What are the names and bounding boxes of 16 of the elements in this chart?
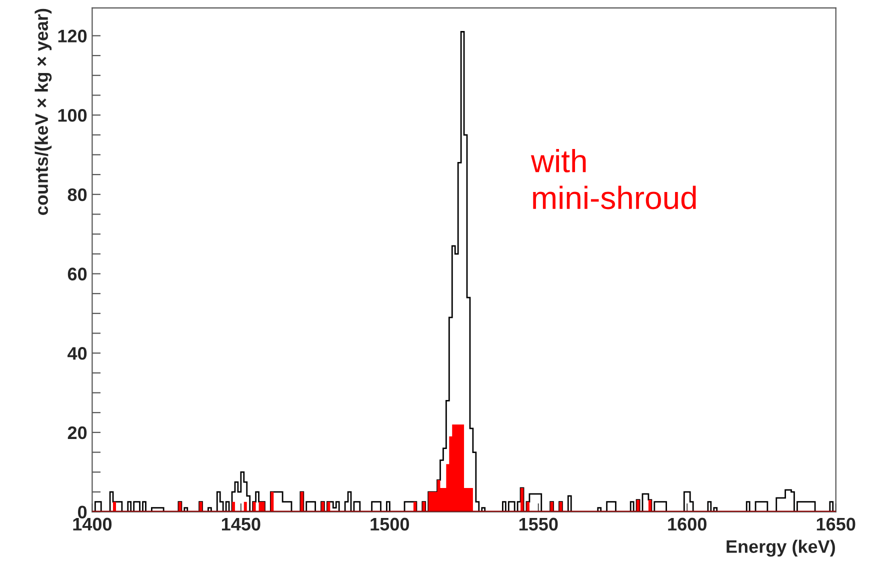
x-tick-label: 1650 — [816, 518, 856, 531]
x-tick-label: 1550 — [519, 518, 558, 531]
y-tick-label: 0 — [78, 506, 87, 518]
annotation: with mini-shroud — [530, 149, 696, 210]
x-tick-label: 1500 — [370, 518, 409, 531]
y-tick-label: 60 — [68, 268, 87, 280]
y-tick-label: 120 — [58, 30, 87, 42]
y-tick-label: 40 — [68, 347, 87, 360]
x-tick-label: 1400 — [73, 518, 112, 531]
x-tick-label: 1450 — [222, 518, 260, 531]
y-tick-label: 20 — [68, 426, 87, 440]
x-axis-title: Energy (keV) — [726, 540, 835, 557]
x-tick-label: 1600 — [668, 518, 706, 531]
y-tick-label: 100 — [58, 108, 87, 122]
y-tick-label: 80 — [68, 188, 87, 202]
y-axis-title: counts/(keV × kg × year) — [34, 8, 52, 215]
